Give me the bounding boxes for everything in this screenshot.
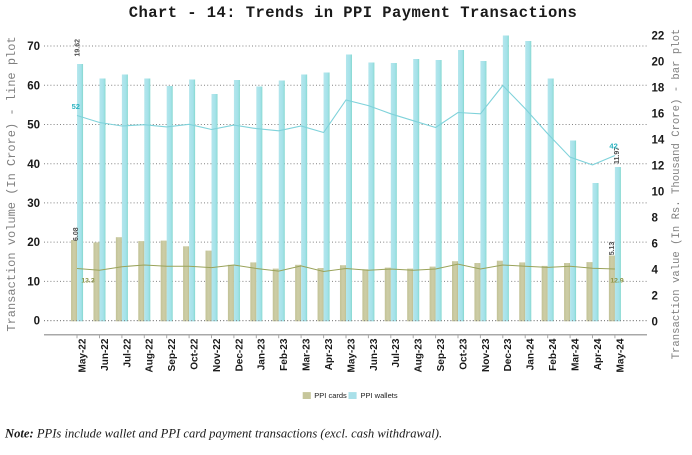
svg-text:0: 0 (34, 316, 40, 328)
svg-text:0: 0 (652, 316, 658, 328)
svg-text:Apr-24: Apr-24 (593, 338, 604, 370)
svg-text:52: 52 (72, 102, 80, 111)
svg-text:May-23: May-23 (346, 338, 357, 372)
svg-text:May-22: May-22 (78, 338, 89, 372)
svg-text:14: 14 (652, 135, 665, 147)
svg-text:Aug-22: Aug-22 (145, 338, 156, 372)
svg-text:Dec-22: Dec-22 (234, 338, 245, 371)
svg-text:May-24: May-24 (615, 338, 626, 372)
svg-text:Oct-22: Oct-22 (190, 338, 201, 370)
svg-text:10: 10 (27, 277, 40, 289)
svg-text:30: 30 (27, 198, 40, 210)
svg-text:Oct-23: Oct-23 (458, 338, 469, 370)
svg-text:Mar-23: Mar-23 (302, 338, 313, 371)
svg-text:4: 4 (652, 264, 659, 276)
svg-text:12: 12 (652, 161, 665, 173)
svg-text:Mar-24: Mar-24 (571, 338, 582, 371)
svg-text:Transaction value (In Rs. Thou: Transaction value (In Rs. Thousand Crore… (671, 29, 683, 360)
svg-text:Feb-24: Feb-24 (548, 338, 559, 371)
svg-text:50: 50 (27, 120, 40, 132)
svg-text:2: 2 (652, 290, 658, 302)
svg-text:Note: PPIs include wallet and: Note: PPIs include wallet and PPI card p… (4, 427, 442, 441)
svg-text:PPI cards: PPI cards (314, 391, 347, 400)
svg-text:22: 22 (652, 31, 665, 43)
svg-text:13.3: 13.3 (81, 277, 94, 284)
svg-text:Sep-23: Sep-23 (436, 338, 447, 371)
svg-text:18: 18 (652, 83, 665, 95)
svg-text:Jan-23: Jan-23 (257, 338, 268, 370)
svg-text:16: 16 (652, 109, 665, 121)
svg-text:5.13: 5.13 (609, 242, 616, 256)
svg-text:20: 20 (652, 57, 665, 69)
svg-text:PPI wallets: PPI wallets (361, 391, 398, 400)
svg-text:20: 20 (27, 237, 40, 249)
svg-text:Jan-24: Jan-24 (526, 338, 537, 370)
svg-text:11.97: 11.97 (614, 147, 621, 164)
svg-text:Jul-22: Jul-22 (122, 338, 133, 367)
svg-text:19.62: 19.62 (75, 39, 82, 57)
svg-text:Jun-22: Jun-22 (100, 338, 111, 371)
svg-text:Jul-23: Jul-23 (391, 338, 402, 367)
svg-text:Transaction volume (In Crore): Transaction volume (In Crore) - line plo… (5, 36, 19, 331)
svg-text:Dec-23: Dec-23 (503, 338, 514, 371)
svg-text:12.9: 12.9 (610, 277, 623, 284)
svg-text:Feb-23: Feb-23 (279, 338, 290, 371)
svg-text:42: 42 (609, 141, 617, 150)
svg-text:Chart - 14: Trends in PPI Paym: Chart - 14: Trends in PPI Payment Transa… (129, 4, 578, 22)
svg-text:6.08: 6.08 (73, 227, 80, 241)
svg-text:40: 40 (27, 159, 40, 171)
svg-text:Nov-23: Nov-23 (481, 338, 492, 372)
svg-text:Aug-23: Aug-23 (414, 338, 425, 372)
svg-text:Jun-23: Jun-23 (369, 338, 380, 371)
svg-text:60: 60 (27, 80, 40, 92)
svg-text:70: 70 (27, 41, 40, 53)
svg-text:6: 6 (652, 239, 658, 251)
svg-text:Apr-23: Apr-23 (324, 338, 335, 370)
svg-text:10: 10 (652, 187, 665, 199)
svg-text:Nov-22: Nov-22 (212, 338, 223, 372)
svg-text:Sep-22: Sep-22 (167, 338, 178, 371)
svg-text:8: 8 (652, 213, 659, 225)
